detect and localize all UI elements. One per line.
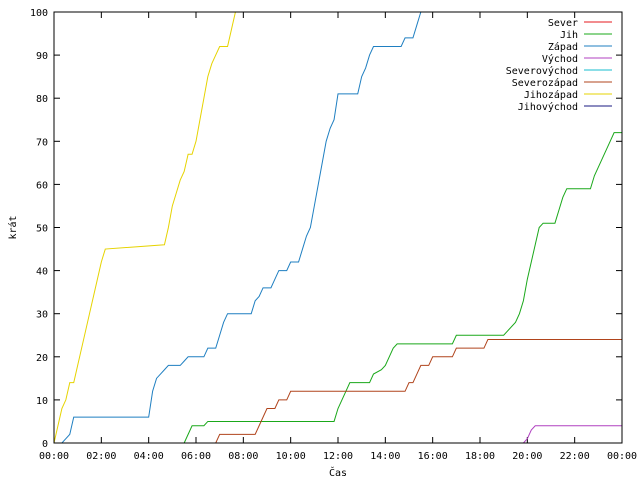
x-tick-label: 06:00 xyxy=(181,451,211,462)
y-tick-label: 80 xyxy=(36,94,48,105)
y-tick-label: 50 xyxy=(36,224,48,235)
x-tick-label: 12:00 xyxy=(323,451,353,462)
plot-frame xyxy=(53,11,623,444)
x-tick-label: 20:00 xyxy=(512,451,542,462)
x-axis-label: Čas xyxy=(329,466,347,479)
legend: SeverJihZápadVýchodSeverovýchodSeverozáp… xyxy=(506,18,612,113)
y-tick-label: 10 xyxy=(36,396,48,407)
series-line xyxy=(54,339,622,444)
series-line xyxy=(54,132,622,444)
legend-label: Severozápad xyxy=(512,77,578,89)
y-tick-label: 30 xyxy=(36,310,48,321)
y-tick-label: 70 xyxy=(36,137,48,148)
y-tick-label: 90 xyxy=(36,51,48,62)
series-line xyxy=(54,11,422,444)
x-tick-label: 08:00 xyxy=(228,451,258,462)
x-tick-label: 16:00 xyxy=(418,451,448,462)
legend-label: Východ xyxy=(542,53,578,65)
legend-label: Západ xyxy=(548,41,578,53)
legend-label: Severovýchod xyxy=(506,65,578,77)
x-tick-label: 10:00 xyxy=(276,451,306,462)
x-tick-label: 02:00 xyxy=(86,451,116,462)
series-line xyxy=(53,11,236,444)
y-axis-label: krát xyxy=(7,215,19,239)
y-tick-label: 40 xyxy=(36,267,48,278)
x-tick-label: 18:00 xyxy=(465,451,495,462)
y-tick-label: 60 xyxy=(36,180,48,191)
legend-label: Sever xyxy=(548,18,578,29)
legend-label: Jihozápad xyxy=(524,89,578,101)
legend-label: Jih xyxy=(560,30,578,41)
x-tick-label: 22:00 xyxy=(560,451,590,462)
y-tick-label: 20 xyxy=(36,353,48,364)
y-tick-label: 0 xyxy=(42,439,48,450)
x-tick-label: 00:00 xyxy=(39,451,69,462)
y-tick-label: 100 xyxy=(30,8,48,19)
x-tick-label: 00:00 xyxy=(607,451,637,462)
y-axis: 0 10 20 30 40 50 60 70 80 90 100 xyxy=(30,8,622,450)
x-axis: 00:00 02:00 04:00 06:00 08:00 10:00 12:00 14:00… xyxy=(39,12,637,462)
x-tick-label: 04:00 xyxy=(134,451,164,462)
legend-label: Jihovýchod xyxy=(518,101,578,113)
x-tick-label: 14:00 xyxy=(370,451,400,462)
